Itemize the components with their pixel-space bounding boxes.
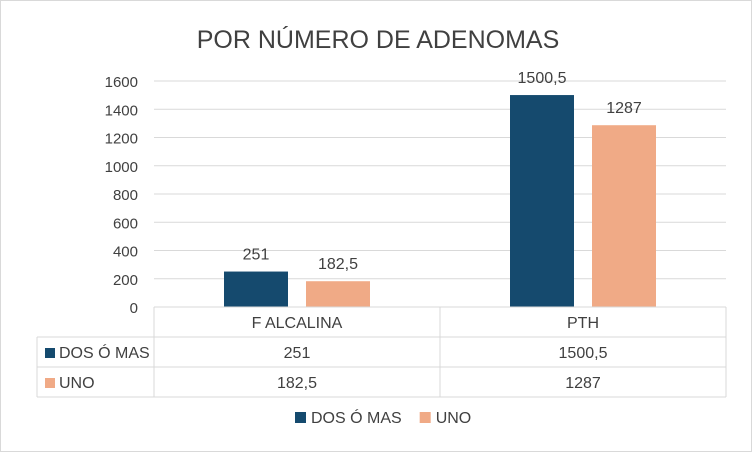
- chart-title: POR NÚMERO DE ADENOMAS: [197, 25, 560, 54]
- legend-key: [419, 412, 431, 423]
- y-tick-label: 1600: [105, 74, 138, 91]
- category-label: F ALCALINA: [252, 315, 343, 332]
- category-label: PTH: [567, 315, 599, 332]
- data-label: 251: [243, 247, 270, 264]
- legend: DOS Ó MAS UNO: [295, 408, 471, 427]
- data-label: 182,5: [318, 256, 358, 273]
- table-series-name: DOS Ó MAS: [59, 343, 150, 362]
- legend-key: [295, 412, 306, 423]
- bar: [224, 271, 288, 307]
- table-series-name: UNO: [59, 375, 95, 392]
- y-tick-label: 1000: [105, 159, 138, 176]
- y-tick-label: 1400: [105, 102, 138, 119]
- legend-label: DOS Ó MAS: [311, 408, 402, 427]
- data-label: 1287: [606, 100, 642, 117]
- data-labels: 251 182,5 1500,5 1287: [243, 70, 642, 273]
- table-cell: 1500,5: [559, 345, 608, 362]
- table-cell: 182,5: [277, 375, 317, 392]
- y-tick-label: 800: [113, 187, 138, 204]
- bar: [306, 281, 370, 307]
- data-label: 1500,5: [518, 70, 567, 87]
- y-tick-label: 400: [113, 244, 138, 261]
- bars: [224, 95, 656, 308]
- data-table: F ALCALINA PTH DOS Ó MAS 251 1500,5 UNO 182,5 1…: [36, 306, 727, 398]
- y-tick-label: 600: [113, 215, 138, 232]
- y-tick-label: 0: [130, 300, 138, 317]
- table-cell: 251: [284, 345, 311, 362]
- bar: [592, 125, 656, 308]
- y-tick-label: 200: [113, 272, 138, 289]
- table-legend-key: [45, 348, 55, 358]
- table-cell: 1287: [565, 375, 601, 392]
- table-legend-key: [45, 378, 55, 388]
- legend-label: UNO: [436, 410, 472, 427]
- y-tick-label: 1200: [105, 131, 138, 148]
- bar: [510, 95, 574, 307]
- y-axis-ticks: 0 200 400 600 800 1000 1200 1400 1600: [105, 74, 138, 317]
